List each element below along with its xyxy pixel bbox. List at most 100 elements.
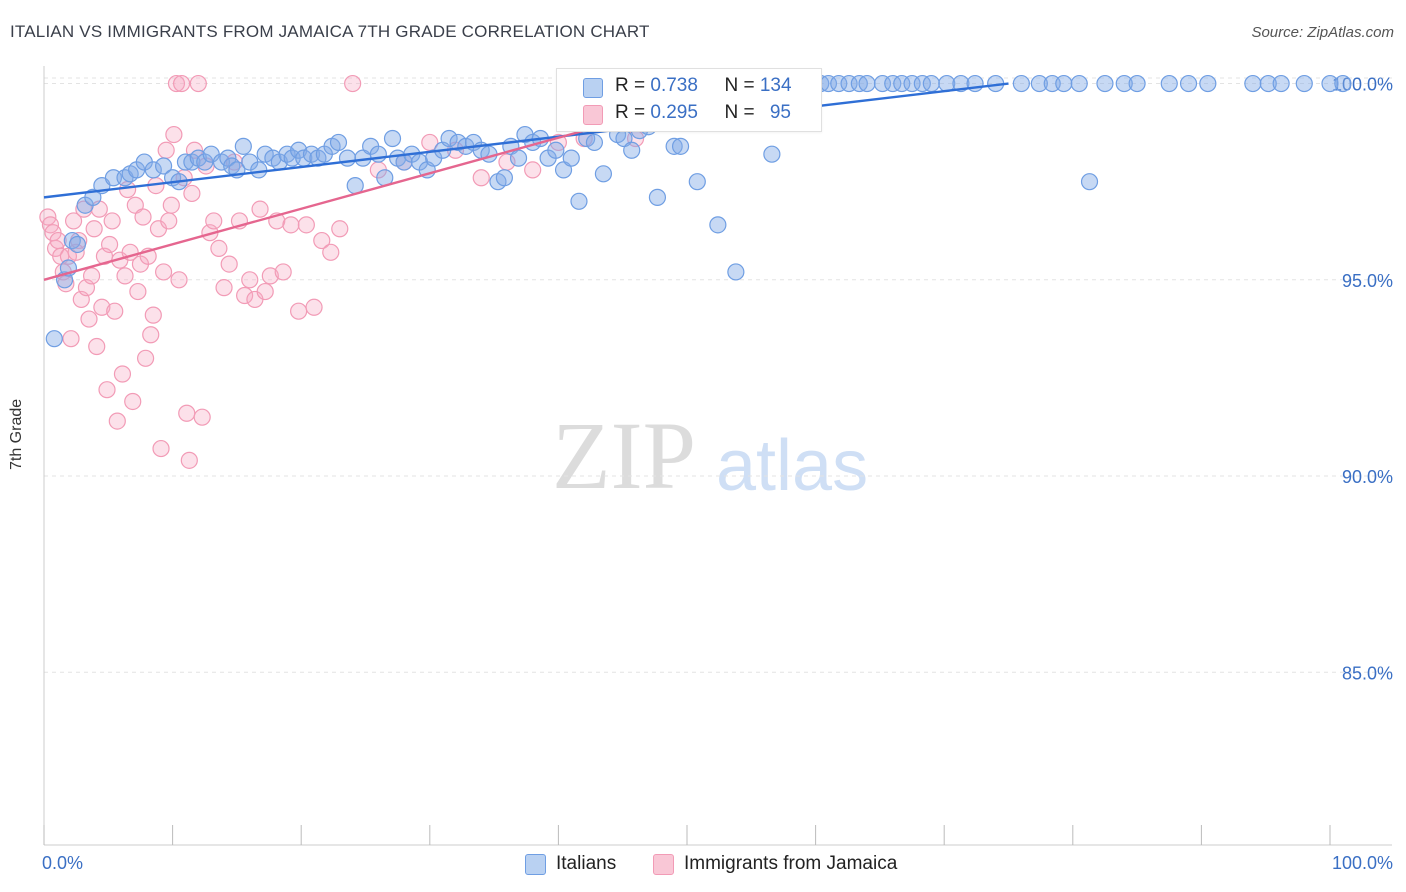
jamaica-point <box>183 184 201 203</box>
italian-point <box>1295 74 1313 93</box>
jamaica-point <box>290 302 308 320</box>
jamaica-point <box>98 381 116 399</box>
italian-point <box>1199 74 1217 93</box>
jamaica-point <box>103 212 121 230</box>
legend-r-value: 0.738 <box>650 75 698 96</box>
italian-point <box>562 149 580 167</box>
bottom-legend: Italians Immigrants from Jamaica <box>0 852 1406 878</box>
jamaica-point <box>82 267 101 285</box>
jamaica-point <box>116 267 134 285</box>
jamaica-point <box>313 231 331 250</box>
jamaica-point <box>305 298 323 316</box>
italian-point <box>570 192 588 210</box>
jamaica-point <box>205 212 223 230</box>
italian-point <box>1055 74 1073 93</box>
italian-point <box>234 137 252 155</box>
legend-row-jamaica: R = 0.295 N = 95 <box>615 102 791 124</box>
italian-point <box>858 74 876 93</box>
italian-point <box>648 188 667 206</box>
italian-point <box>440 129 458 148</box>
x-tick-label: 0.0% <box>42 853 83 873</box>
italian-point <box>338 149 357 167</box>
legend-n-label: N = <box>724 75 760 96</box>
italian-point <box>144 161 162 179</box>
italian-point <box>688 173 706 191</box>
legend-swatch-blue <box>583 78 603 98</box>
italian-point <box>594 165 613 183</box>
jamaica-point <box>193 408 211 426</box>
jamaica-point <box>215 279 233 297</box>
jamaica-point <box>274 263 292 281</box>
y-tick-label: 85.0% <box>1342 663 1393 683</box>
x-tick-label: 100.0% <box>1332 853 1393 873</box>
jamaica-point <box>210 239 228 257</box>
jamaica-point <box>261 267 279 285</box>
italian-point <box>154 157 173 175</box>
italian-point <box>1179 74 1198 93</box>
jamaica-point <box>236 286 254 305</box>
jamaica-point <box>524 161 542 179</box>
italian-point <box>709 216 727 234</box>
jamaica-point <box>136 349 155 367</box>
jamaica-point <box>85 220 103 238</box>
italian-point <box>671 137 690 155</box>
italian-point <box>585 133 604 152</box>
legend-swatch-italians <box>525 854 546 875</box>
jamaica-point <box>322 243 340 261</box>
legend-n-value: 95 <box>769 102 791 123</box>
italian-point <box>45 330 63 348</box>
jamaica-point <box>165 125 183 144</box>
italian-point <box>84 188 102 206</box>
jamaica-point <box>129 282 147 301</box>
legend-r-label: R = <box>615 102 651 123</box>
italian-point <box>250 161 268 179</box>
jamaica-point <box>251 200 269 218</box>
source-label: Source: ZipAtlas.com <box>1251 24 1394 41</box>
legend-label-italians: Italians <box>556 853 617 874</box>
italian-trend-line <box>43 82 1009 199</box>
jamaica-point <box>162 196 180 214</box>
jamaica-point <box>93 298 111 316</box>
jamaica-point <box>88 337 106 356</box>
legend-r-label: R = <box>615 75 651 96</box>
watermark-zip: ZIP <box>552 402 696 509</box>
jamaica-point <box>167 74 186 93</box>
jamaica-point <box>100 235 119 254</box>
jamaica-point <box>189 74 207 93</box>
jamaica-point <box>220 255 238 273</box>
legend-n-value: 134 <box>759 75 792 96</box>
legend-r-value: 0.295 <box>650 102 698 123</box>
stats-legend: R = 0.738 N = 134 R = 0.295 N = 95 <box>556 68 822 132</box>
jamaica-point <box>282 216 300 234</box>
jamaica-point <box>170 271 188 289</box>
italian-point <box>727 263 745 281</box>
jamaica-point <box>124 392 142 411</box>
legend-swatch-pink <box>583 105 603 125</box>
italian-point <box>219 149 237 167</box>
jamaica-point <box>80 310 98 328</box>
watermark-atlas: atlas <box>716 426 868 506</box>
jamaica-point <box>108 412 126 430</box>
jamaica-point <box>344 74 362 93</box>
jamaica-point <box>421 133 439 152</box>
italian-point <box>623 141 641 159</box>
jamaica-point <box>152 439 170 458</box>
jamaica-point <box>331 220 349 238</box>
jamaica-point <box>106 302 124 320</box>
jamaica-point <box>256 282 274 301</box>
jamaica-point <box>142 326 160 344</box>
italian-point <box>509 149 528 167</box>
jamaica-point <box>178 404 196 422</box>
jamaica-point <box>64 212 83 230</box>
y-tick-label: 90.0% <box>1342 467 1393 487</box>
italian-point <box>1160 74 1178 93</box>
legend-n-label: N = <box>724 102 760 123</box>
italian-point <box>383 129 402 148</box>
jamaica-point <box>113 365 132 383</box>
y-tick-label: 100.0% <box>1332 75 1393 95</box>
italian-point <box>1128 74 1146 93</box>
italian-point <box>1244 74 1262 93</box>
jamaica-point <box>154 263 173 281</box>
italian-point <box>1272 74 1290 93</box>
legend-label-jamaica: Immigrants from Jamaica <box>684 853 898 874</box>
